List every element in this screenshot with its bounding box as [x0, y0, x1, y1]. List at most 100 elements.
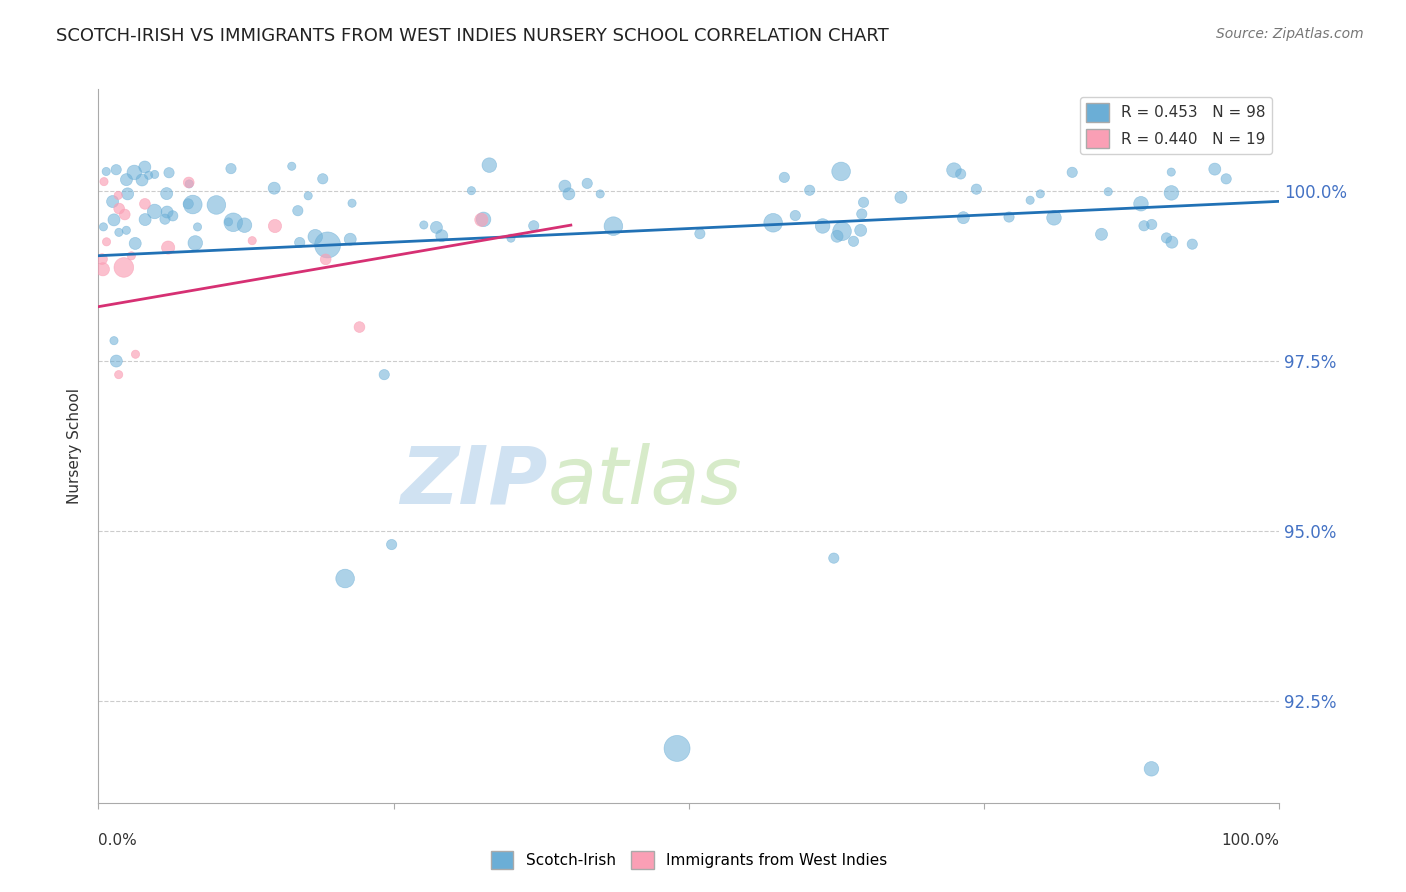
Point [849, 223, 872, 237]
Point [998, 210, 1021, 224]
Point [91, 252, 114, 266]
Text: ZIP: ZIP [399, 442, 547, 521]
Point [312, 171, 335, 186]
Point [554, 179, 576, 194]
Point [316, 238, 339, 252]
Point [1156, 231, 1178, 245]
Point [1140, 218, 1163, 232]
Point [1062, 165, 1084, 179]
Point [825, 229, 848, 244]
Point [1204, 162, 1226, 177]
Point [499, 231, 522, 245]
Point [381, 537, 404, 551]
Point [107, 368, 129, 382]
Point [1181, 237, 1204, 252]
Point [157, 241, 180, 255]
Point [689, 227, 711, 241]
Point [472, 212, 495, 227]
Point [153, 212, 176, 227]
Point [773, 170, 796, 185]
Y-axis label: Nursery School: Nursery School [67, 388, 83, 504]
Point [124, 165, 146, 179]
Point [112, 260, 135, 275]
Point [103, 334, 125, 348]
Point [134, 197, 156, 211]
Point [952, 211, 974, 225]
Text: Source: ZipAtlas.com: Source: ZipAtlas.com [1216, 27, 1364, 41]
Point [460, 184, 482, 198]
Point [349, 320, 371, 334]
Point [799, 183, 821, 197]
Text: atlas: atlas [547, 442, 742, 521]
Point [264, 219, 287, 233]
Point [131, 173, 153, 187]
Point [1019, 193, 1042, 207]
Point [576, 177, 599, 191]
Point [523, 219, 546, 233]
Point [1160, 186, 1182, 200]
Point [831, 224, 853, 238]
Point [340, 196, 363, 211]
Point [425, 220, 447, 235]
Point [851, 207, 873, 221]
Point [1133, 219, 1156, 233]
Point [430, 228, 453, 243]
Point [558, 186, 581, 201]
Point [162, 209, 184, 223]
Point [762, 216, 785, 230]
Legend: R = 0.453   N = 98, R = 0.440   N = 19: R = 0.453 N = 98, R = 0.440 N = 19 [1080, 97, 1272, 154]
Point [184, 235, 207, 250]
Point [93, 219, 115, 234]
Text: 100.0%: 100.0% [1222, 833, 1279, 848]
Point [157, 166, 180, 180]
Point [181, 197, 204, 211]
Point [785, 209, 807, 223]
Point [105, 354, 128, 368]
Point [240, 234, 263, 248]
Point [333, 572, 356, 586]
Point [1090, 227, 1112, 242]
Point [179, 177, 201, 191]
Point [666, 741, 689, 756]
Point [218, 215, 240, 229]
Point [942, 163, 965, 178]
Text: SCOTCH-IRISH VS IMMIGRANTS FROM WEST INDIES NURSERY SCHOOL CORRELATION CHART: SCOTCH-IRISH VS IMMIGRANTS FROM WEST IND… [56, 27, 889, 45]
Point [134, 160, 156, 174]
Point [852, 195, 875, 210]
Point [1215, 172, 1237, 186]
Text: 0.0%: 0.0% [98, 833, 138, 848]
Point [263, 181, 285, 195]
Point [1097, 185, 1119, 199]
Point [470, 212, 492, 227]
Point [205, 198, 228, 212]
Point [1140, 762, 1163, 776]
Point [143, 204, 166, 219]
Point [124, 347, 146, 361]
Point [138, 169, 160, 183]
Point [288, 235, 311, 250]
Point [114, 207, 136, 221]
Point [589, 186, 612, 201]
Point [108, 225, 131, 239]
Point [115, 172, 138, 186]
Point [1160, 235, 1182, 250]
Point [117, 186, 139, 201]
Point [177, 197, 200, 211]
Point [222, 215, 245, 229]
Point [602, 219, 624, 234]
Point [339, 232, 361, 246]
Point [965, 182, 987, 196]
Point [115, 223, 138, 237]
Point [823, 551, 845, 566]
Point [373, 368, 395, 382]
Point [233, 218, 256, 232]
Point [124, 236, 146, 251]
Point [101, 194, 124, 209]
Point [108, 202, 131, 216]
Point [949, 167, 972, 181]
Point [890, 190, 912, 204]
Point [281, 159, 304, 173]
Point [103, 212, 125, 227]
Point [96, 235, 118, 249]
Point [186, 219, 208, 234]
